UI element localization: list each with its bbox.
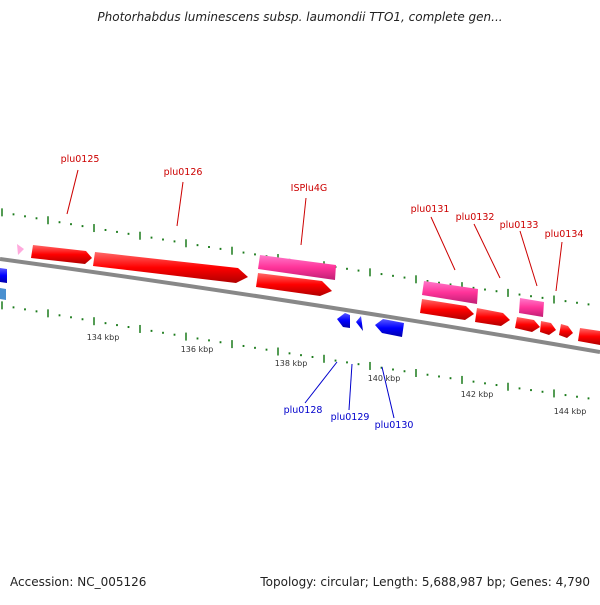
label-leader <box>304 361 338 404</box>
gene-arrow-reverse[interactable] <box>0 268 7 283</box>
genome-summary-text: Topology: circular; Length: 5,688,987 bp… <box>260 575 590 589</box>
ruler-label: 136 kbp <box>181 345 214 354</box>
gene-label[interactable]: plu0130 <box>375 420 414 431</box>
gene-arrow-reverse[interactable] <box>356 316 363 331</box>
label-leader <box>176 181 184 227</box>
label-leader <box>381 366 395 419</box>
ruler-label: 134 kbp <box>87 333 120 342</box>
gene-arrow[interactable] <box>540 321 556 335</box>
gene-arrow-reverse[interactable] <box>0 288 6 300</box>
label-leader <box>519 230 538 287</box>
label-leader <box>473 223 501 279</box>
gene-label[interactable]: plu0128 <box>284 405 323 416</box>
map-title: Photorhabdus luminescens subsp. laumondi… <box>97 10 503 24</box>
gene-label[interactable]: plu0131 <box>411 204 450 215</box>
mobile-element[interactable] <box>519 298 544 317</box>
gene-arrow[interactable] <box>93 252 248 283</box>
gene-arrow[interactable] <box>475 308 510 326</box>
ruler-label: 138 kbp <box>275 359 308 368</box>
gene-arrow-small[interactable] <box>17 244 24 255</box>
label-leader <box>348 363 353 411</box>
gene-label[interactable]: plu0129 <box>331 412 370 423</box>
gene-label[interactable]: plu0133 <box>500 220 539 231</box>
gene-label[interactable]: plu0125 <box>61 154 100 165</box>
gene-label[interactable]: plu0134 <box>545 229 584 240</box>
gene-label[interactable]: plu0126 <box>164 167 203 178</box>
gene-arrow[interactable] <box>515 317 540 332</box>
gene-label[interactable]: plu0132 <box>456 212 495 223</box>
gene-arrow[interactable] <box>420 299 474 320</box>
label-leader <box>300 197 307 246</box>
gene-arrow-reverse[interactable] <box>337 313 350 328</box>
mobile-element[interactable] <box>258 255 336 280</box>
accession-text: Accession: NC_005126 <box>10 575 147 589</box>
label-leader <box>555 241 563 292</box>
label-leader <box>430 216 456 271</box>
label-leader <box>66 169 79 215</box>
gene-label[interactable]: ISPlu4G <box>291 183 328 194</box>
mobile-element[interactable] <box>422 281 478 304</box>
genome-backbone <box>0 257 600 354</box>
gene-arrow-reverse[interactable] <box>375 319 404 337</box>
gene-arrow[interactable] <box>31 245 92 264</box>
inner-tick-track <box>1 301 590 400</box>
ruler-label: 142 kbp <box>461 390 494 399</box>
gene-arrow[interactable] <box>578 328 600 345</box>
ruler-label: 140 kbp <box>368 374 401 383</box>
gene-arrow[interactable] <box>256 273 332 296</box>
ruler-label: 144 kbp <box>554 407 587 416</box>
gene-arrow[interactable] <box>559 324 573 338</box>
